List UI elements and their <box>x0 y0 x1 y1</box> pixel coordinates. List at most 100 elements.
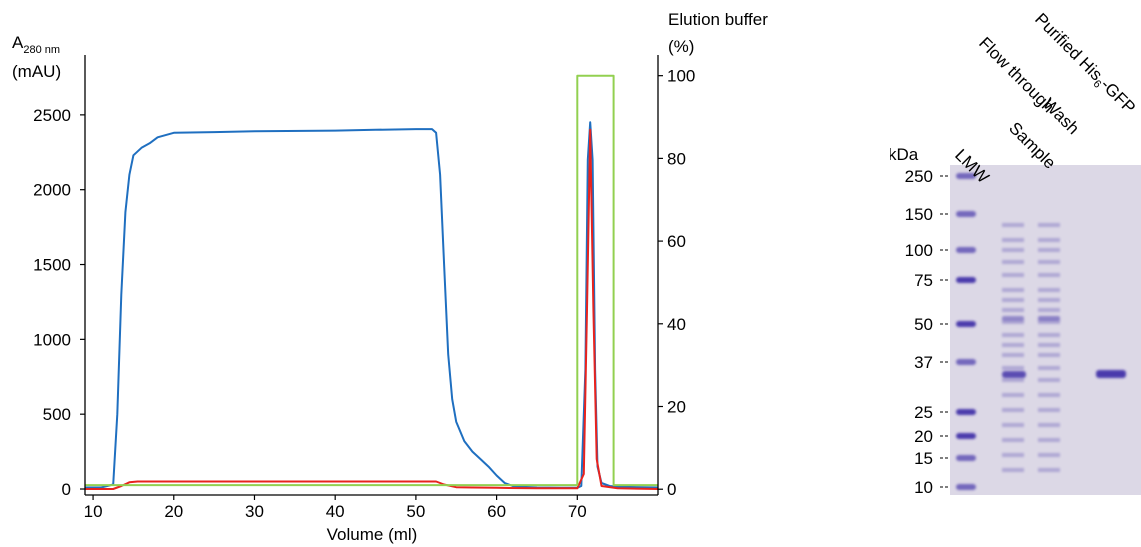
ladder-band <box>956 211 976 217</box>
lane-band <box>1038 248 1060 252</box>
x-tick-label: 30 <box>245 502 264 521</box>
lane-label-sample: Sample <box>1005 118 1059 172</box>
lane-band <box>1002 453 1024 457</box>
lane-band <box>1002 248 1024 252</box>
lane-band <box>1002 353 1024 357</box>
y-tick-label: 1000 <box>33 330 71 349</box>
y-tick-label: 2500 <box>33 106 71 125</box>
lane-band <box>1002 273 1024 277</box>
y2-label-line2: (%) <box>668 37 694 56</box>
lane-band <box>1002 408 1024 412</box>
marker-label: 50 <box>914 315 933 334</box>
y-label-sub: 280 nm <box>23 44 60 56</box>
y-label-units: (mAU) <box>12 62 61 81</box>
lane-band <box>1002 423 1024 427</box>
lane-band <box>1002 288 1024 292</box>
lane-band <box>1038 260 1060 264</box>
marker-labels: 250 150 100 75 50 37 25 20 15 10 <box>905 167 948 497</box>
ladder-band <box>956 433 976 439</box>
ladder-band <box>956 173 976 179</box>
lane-band <box>1002 393 1024 397</box>
x-tick-label: 50 <box>406 502 425 521</box>
lane-band <box>1002 238 1024 242</box>
lane-band <box>1002 438 1024 442</box>
lane-band <box>1038 238 1060 242</box>
x-axis-label: Volume (ml) <box>327 525 418 544</box>
y2-ticks: 0 20 40 60 80 100 <box>658 67 695 499</box>
lane-band <box>1002 366 1024 370</box>
y-tick-label: 500 <box>43 405 71 424</box>
lane-band <box>1038 438 1060 442</box>
lane-band <box>1038 353 1060 357</box>
lane-band <box>1002 378 1024 382</box>
gel-background <box>950 165 1141 495</box>
gel-bands <box>956 173 1126 490</box>
lane-band <box>1002 298 1024 302</box>
chromatogram-chart: 10 20 30 40 50 60 70 0 500 1000 1500 2000 2500 0 20 4… <box>12 10 768 544</box>
lane-band <box>1002 223 1024 227</box>
plot-lines <box>85 74 659 490</box>
marker-label: 25 <box>914 403 933 422</box>
x-tick-label: 70 <box>568 502 587 521</box>
lane-band <box>1038 223 1060 227</box>
lane-band <box>1038 378 1060 382</box>
series-line-a280 <box>85 121 659 489</box>
x-tick-label: 40 <box>326 502 345 521</box>
y-tick-label: 0 <box>62 480 71 499</box>
svg-text:A280 nm: A280 nm <box>12 33 60 56</box>
y-tick-label: 2000 <box>33 181 71 200</box>
series-line-elution <box>85 74 658 487</box>
kda-label: kDa <box>890 145 919 164</box>
y-tick-label: 1500 <box>33 256 71 275</box>
marker-label: 75 <box>914 271 933 290</box>
marker-label: 150 <box>905 205 933 224</box>
ladder-band <box>956 247 976 253</box>
lane-band <box>1038 320 1060 324</box>
lane-label-wash: Wash <box>1039 94 1083 138</box>
y2-tick-label: 100 <box>667 67 695 86</box>
lane-band <box>1002 468 1024 472</box>
lane-band-strong <box>1038 316 1060 321</box>
ladder-band <box>956 321 976 327</box>
x-tick-label: 60 <box>487 502 506 521</box>
marker-label: 15 <box>914 449 933 468</box>
axes <box>84 55 659 496</box>
y2-tick-label: 60 <box>667 232 686 251</box>
gfp-band-sample <box>1002 371 1026 378</box>
y2-axis-label: Elution buffer (%) <box>668 10 768 56</box>
lane-band <box>1038 273 1060 277</box>
lane-band <box>1038 393 1060 397</box>
lane-band <box>1002 320 1024 324</box>
y2-tick-label: 80 <box>667 149 686 168</box>
lane-band <box>1038 343 1060 347</box>
marker-label: 100 <box>905 241 933 260</box>
lane-band <box>1002 333 1024 337</box>
lane-band <box>1038 408 1060 412</box>
marker-label: 37 <box>914 353 933 372</box>
ladder-band <box>956 409 976 415</box>
lane-band <box>1038 298 1060 302</box>
lane-band <box>1002 260 1024 264</box>
lane-band <box>1038 366 1060 370</box>
y2-tick-label: 40 <box>667 315 686 334</box>
ladder-band <box>956 484 976 490</box>
lane-band <box>1038 468 1060 472</box>
marker-label: 10 <box>914 478 933 497</box>
marker-label: 20 <box>914 427 933 446</box>
series-line-second <box>85 128 659 490</box>
ladder-band <box>956 455 976 461</box>
gfp-band-purified <box>1096 370 1126 378</box>
lane-band <box>1038 333 1060 337</box>
y2-tick-label: 20 <box>667 398 686 417</box>
lane-band <box>1038 453 1060 457</box>
ladder-band <box>956 277 976 283</box>
lane-band <box>1002 343 1024 347</box>
lane-labels: LMW Sample Flow through Wash Purified Hi… <box>951 9 1139 186</box>
lane-band <box>1002 308 1024 312</box>
y-axis-label: A280 nm (mAU) <box>12 33 61 81</box>
lane-band <box>1038 308 1060 312</box>
lane-band <box>1038 288 1060 292</box>
ladder-band <box>956 359 976 365</box>
x-tick-label: 20 <box>164 502 183 521</box>
y2-tick-label: 0 <box>667 480 676 499</box>
